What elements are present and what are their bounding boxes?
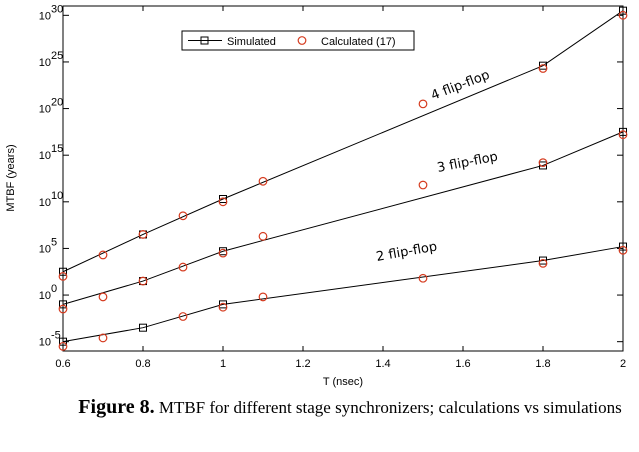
calculated-point-3-flip-flop [138, 276, 148, 286]
curve-label-4ff: 4 flip-flop [429, 68, 492, 104]
x-tick-label: 1.8 [535, 358, 550, 370]
calculated-point-2-flip-flop [538, 258, 548, 268]
legend-simulated-label: Simulated [227, 36, 276, 48]
y-tick-exponent: 15 [51, 143, 63, 155]
calculated-point-4-flip-flop [258, 176, 268, 186]
mtbf-chart: 0.6 0.8 1 1.2 1.4 1.6 1.8 210-51001051010101510… [5, 3, 628, 388]
y-axis-label: MTBF (years) [5, 144, 17, 211]
y-tick-label: 10 [39, 243, 51, 255]
y-tick-exponent: -5 [51, 330, 61, 342]
calculated-point-3-flip-flop [218, 248, 228, 258]
curve-label-2ff: 2 flip-flop [375, 239, 438, 264]
y-tick-label: 10 [39, 10, 51, 22]
simulated-point-2-flip-flop [59, 337, 67, 346]
calculated-point-4-flip-flop [138, 230, 148, 239]
calculated-point-4-flip-flop [618, 10, 628, 20]
calculated-point-2-flip-flop [418, 273, 428, 283]
legend: Simulated Calculated (17) [181, 30, 415, 51]
y-tick-label: 10 [39, 150, 51, 162]
figure-label: Figure 8. [78, 396, 155, 418]
plot-area [62, 5, 624, 352]
figure-caption: Figure 8. MTBF for different stage synch… [60, 396, 639, 419]
y-tick-label: 10 [39, 104, 51, 116]
calculated-point-2-flip-flop [218, 302, 228, 312]
x-tick-label: 1.6 [455, 358, 470, 370]
simulated-line-3-flip-flop [62, 131, 624, 305]
simulated-line-4-flip-flop [62, 10, 624, 273]
simulated-point-2-flip-flop [619, 242, 627, 251]
x-tick-label: 0.6 [55, 358, 70, 370]
calculated-point-3-flip-flop [538, 158, 548, 168]
y-tick-label: 10 [39, 197, 51, 209]
simulated-point-3-flip-flop [59, 300, 67, 309]
axis-ticks: 0.6 0.8 1 1.2 1.4 1.6 1.8 210-51001051010101510… [39, 3, 626, 370]
x-tick-label: 0.8 [135, 358, 150, 370]
x-tick-label: 2 [620, 358, 626, 370]
simulated-point-2-flip-flop [139, 323, 147, 332]
simulated-point-4-flip-flop [59, 267, 67, 276]
curve-label-3ff: 3 flip-flop [436, 149, 499, 175]
calculated-point-2-flip-flop [258, 292, 268, 302]
calculated-point-2-flip-flop [618, 245, 628, 255]
calculated-point-4-flip-flop [178, 211, 188, 221]
calculated-point-4-flip-flop [418, 99, 428, 109]
x-tick-label: 1.4 [375, 358, 390, 370]
x-axis-label: T (nsec) [323, 376, 363, 388]
calculated-point-4-flip-flop [538, 64, 548, 73]
calculated-point-3-flip-flop [58, 304, 68, 314]
simulated-line-2-flip-flop [62, 246, 624, 343]
y-tick-exponent: 5 [51, 236, 57, 248]
calculated-point-4-flip-flop [58, 272, 68, 281]
caption-text: MTBF for different stage synchronizers; … [158, 398, 622, 417]
simulated-point-2-flip-flop [219, 300, 227, 309]
simulated-point-4-flip-flop [619, 6, 627, 15]
simulated-point-4-flip-flop [539, 61, 547, 70]
calculated-point-3-flip-flop [618, 130, 628, 140]
y-tick-exponent: 30 [51, 3, 63, 15]
series-layer [58, 6, 628, 351]
calculated-point-3-flip-flop [258, 231, 268, 241]
calculated-point-4-flip-flop [218, 197, 228, 207]
legend-simulated-marker [200, 36, 209, 45]
y-tick-exponent: 0 [51, 283, 57, 295]
y-tick-label: 10 [39, 57, 51, 69]
calculated-point-2-flip-flop [98, 333, 108, 343]
legend-calculated-label: Calculated (17) [321, 36, 396, 48]
calculated-point-4-flip-flop [98, 250, 108, 260]
y-tick-exponent: 25 [51, 50, 63, 62]
y-tick-exponent: 20 [51, 97, 63, 109]
simulated-point-3-flip-flop [539, 161, 547, 170]
simulated-point-3-flip-flop [619, 127, 627, 136]
calculated-point-2-flip-flop [178, 312, 188, 321]
y-tick-exponent: 10 [51, 190, 63, 202]
calculated-point-2-flip-flop [58, 341, 68, 351]
calculated-point-3-flip-flop [98, 292, 108, 302]
calculated-point-3-flip-flop [418, 180, 428, 190]
y-tick-label: 10 [39, 337, 51, 349]
x-tick-label: 1 [220, 358, 226, 370]
y-tick-label: 10 [39, 290, 51, 302]
calculated-point-3-flip-flop [178, 262, 188, 272]
simulated-point-4-flip-flop [219, 195, 227, 204]
legend-calculated-marker [297, 36, 307, 45]
x-tick-label: 1.2 [295, 358, 310, 370]
simulated-point-2-flip-flop [539, 256, 547, 265]
